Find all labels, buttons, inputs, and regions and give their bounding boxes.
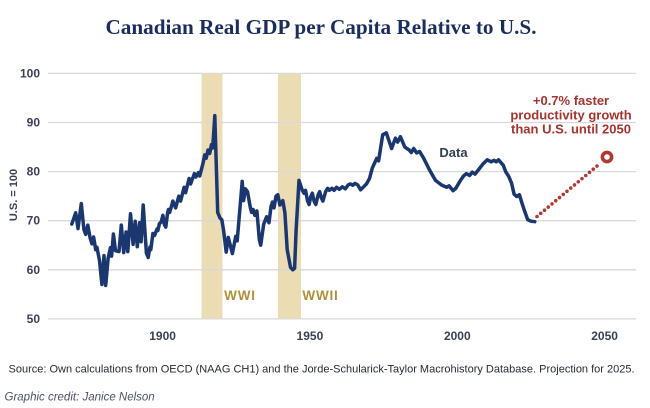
svg-text:WWII: WWII bbox=[302, 288, 338, 303]
svg-text:Canadian Real GDP per Capita R: Canadian Real GDP per Capita Relative to… bbox=[105, 15, 536, 39]
svg-text:1950: 1950 bbox=[297, 329, 324, 343]
svg-text:productivity growth: productivity growth bbox=[510, 108, 631, 123]
svg-text:U.S. = 100: U.S. = 100 bbox=[8, 169, 20, 221]
svg-text:WWI: WWI bbox=[224, 288, 256, 303]
svg-text:60: 60 bbox=[27, 263, 41, 277]
svg-text:1900: 1900 bbox=[149, 329, 176, 343]
svg-text:than U.S. until 2050: than U.S. until 2050 bbox=[511, 122, 631, 137]
svg-text:Data: Data bbox=[439, 145, 468, 160]
svg-text:2000: 2000 bbox=[444, 329, 471, 343]
svg-text:50: 50 bbox=[27, 312, 41, 326]
svg-text:100: 100 bbox=[20, 66, 40, 80]
svg-text:Graphic credit: Janice Nelson: Graphic credit: Janice Nelson bbox=[5, 392, 155, 404]
svg-text:90: 90 bbox=[27, 116, 41, 130]
svg-text:80: 80 bbox=[27, 165, 41, 179]
svg-text:70: 70 bbox=[27, 214, 41, 228]
svg-text:Source: Own calculations from: Source: Own calculations from OECD (NAAG… bbox=[9, 364, 635, 376]
svg-text:+0.7% faster: +0.7% faster bbox=[533, 93, 609, 108]
svg-text:2050: 2050 bbox=[591, 329, 618, 343]
